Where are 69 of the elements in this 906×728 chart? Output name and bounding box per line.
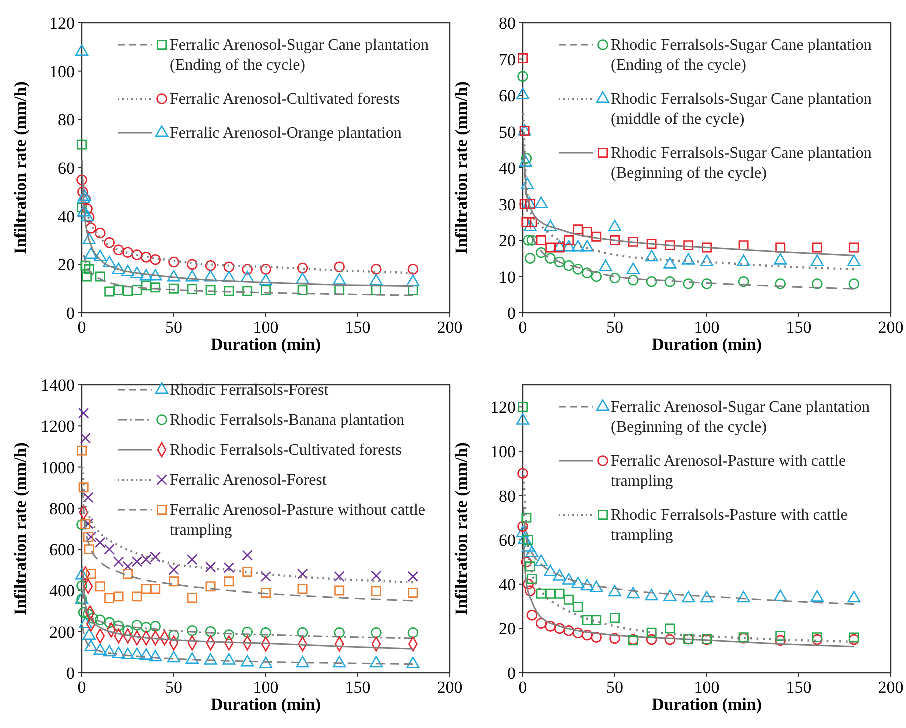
legend-label: Ferralic Arenosol-Sugar Cane plantation (Ending of the cycle) [170,37,430,74]
y-tick-label: 80 [58,110,75,130]
legend-label: Ferralic Arenosol-Sugar Cane plantation (Beginning of the cycle) [611,399,870,436]
x-axis-title: Duration (min) [652,335,762,354]
y-tick-label: 1200 [41,417,75,436]
y-axis-title: Infiltration rate (mm/h) [452,82,471,254]
y-tick-label: 40 [58,207,75,226]
legend-label: Rhodic Ferralsols-Cultivated forests [170,442,402,459]
y-tick-label: 600 [50,540,75,560]
legend-label: Rhodic Ferralsols-Sugar Cane plantation (Beginning of the cycle) [611,145,872,182]
legend-label: Ferralic Arenosol-Cultivated forests [170,91,400,108]
y-tick-label: 200 [50,622,75,642]
x-tick-label: 50 [166,678,182,697]
x-axis-title: Duration (min) [652,695,762,714]
y-tick-label: 80 [499,486,516,506]
y-tick-label: 40 [499,575,516,594]
x-tick-label: 100 [253,318,279,337]
legend-label: Ferralic Arenosol-Forest [170,472,328,489]
y-tick-label: 10 [499,268,516,287]
y-tick-label: 120 [50,14,75,33]
y-tick-label: 100 [50,62,75,82]
y-tick-label: 400 [50,582,75,601]
y-tick-label: 20 [58,256,75,275]
legend-label: Rhodic Ferralsols-Sugar Cane plantation (middle of the cycle) [611,91,872,128]
legend-label: Rhodic Ferralsols-Sugar Cane plantation (Ending of the cycle) [611,37,872,74]
x-tick-label: 150 [345,678,371,697]
y-tick-label: 20 [499,620,516,639]
legend-label: Rhodic Ferralsols-Banana plantation [170,412,405,429]
x-axis-title: Duration (min) [210,335,322,354]
y-axis-title: Infiltration rate (mm/h) [452,442,471,616]
y-tick-label: 20 [499,232,516,250]
y-tick-label: 40 [499,159,516,178]
y-tick-label: 60 [499,86,516,106]
x-axis-title: Duration (min) [210,695,322,714]
x-tick-label: 200 [878,678,904,697]
legend-label: Rhodic Ferralsols-Pasture with cattle trampling [611,507,848,544]
x-tick-label: 50 [166,318,182,337]
legend-label: Ferralic Arenosol-Orange plantation [170,125,402,142]
y-tick-label: 60 [58,159,75,178]
x-tick-label: 100 [694,318,720,337]
x-tick-label: 150 [345,318,371,337]
x-tick-label: 200 [437,678,463,697]
x-tick-label: 200 [437,318,463,337]
y-tick-label: 800 [50,499,75,518]
y-tick-label: 70 [499,50,516,70]
y-tick-label: 0 [66,664,75,683]
y-tick-label: 0 [508,304,516,323]
y-tick-label: 0 [508,664,516,683]
legend-label: Ferralic Arenosol-Pasture without cattle trampling [170,502,426,539]
x-tick-label: 50 [606,318,624,337]
y-tick-label: 100 [490,442,516,462]
y-tick-label: 120 [490,398,516,418]
x-tick-label: 100 [253,678,279,697]
y-tick-label: 50 [499,122,516,142]
y-tick-label: 30 [499,195,516,214]
x-tick-label: 150 [786,678,812,697]
x-tick-label: 200 [878,318,904,337]
legend-label: Rhodic Ferralsols-Forest [170,382,330,399]
x-tick-label: 50 [606,678,624,697]
y-axis-title: Infiltration rate (mm/h) [11,442,30,616]
x-tick-label: 100 [694,678,720,697]
y-tick-label: 80 [499,14,516,33]
y-axis-title: Infiltration rate (mm/h) [11,82,30,254]
y-tick-label: 1400 [41,376,75,395]
x-tick-label: 150 [786,318,812,337]
legend-label: Ferralic Arenosol-Pasture with cattle trampling [611,453,846,490]
y-tick-label: 60 [499,531,516,550]
y-tick-label: 0 [66,304,75,323]
y-tick-label: 1000 [41,458,75,478]
